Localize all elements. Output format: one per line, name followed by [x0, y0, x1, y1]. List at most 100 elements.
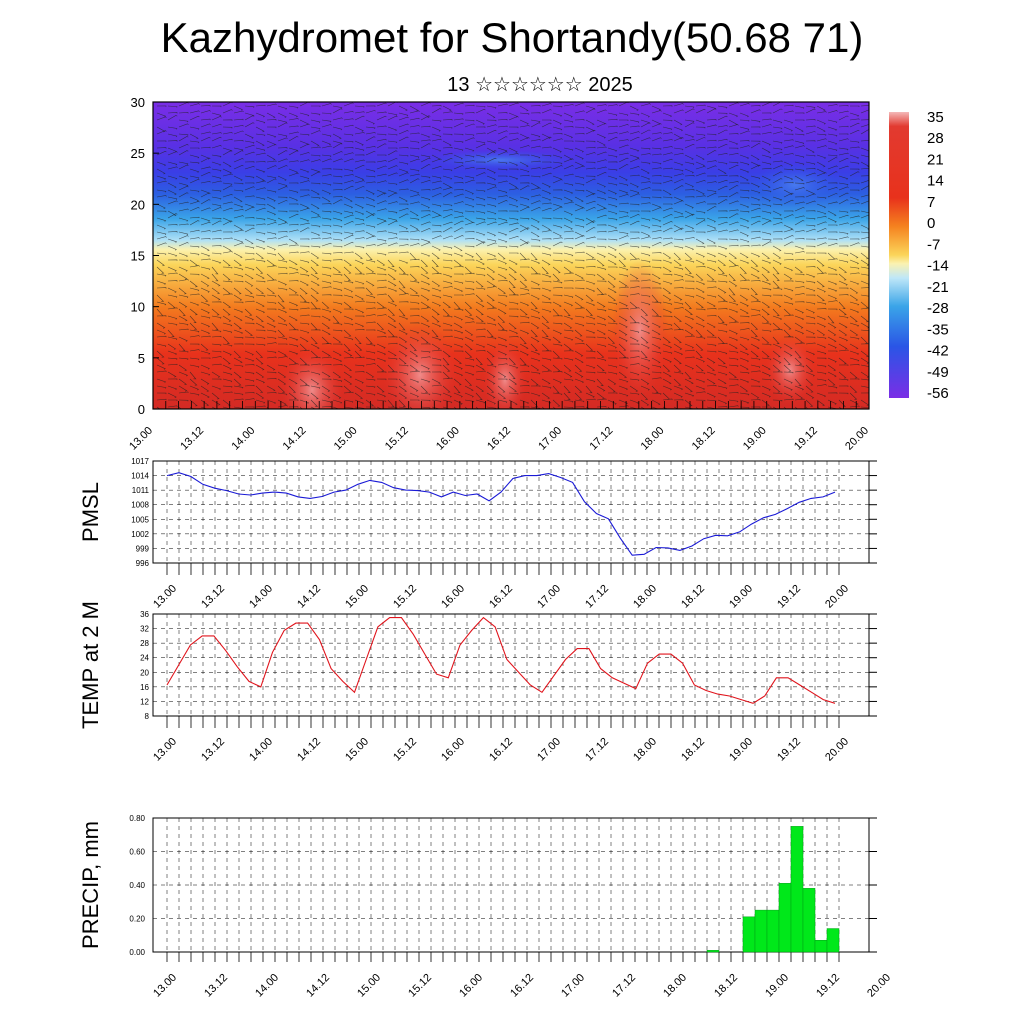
wind-barb: [266, 329, 277, 333]
wind-barb: [453, 245, 463, 252]
wind-barb: [409, 105, 419, 112]
wind-barb: [596, 245, 607, 249]
wind-barb: [816, 280, 825, 288]
wind-barb: [618, 364, 629, 369]
x-tick-label: 14.12: [295, 583, 323, 611]
wind-barb: [860, 210, 869, 214]
wind-barb: [266, 231, 277, 236]
wind-barb: [464, 112, 475, 114]
wind-barb: [519, 105, 529, 112]
wind-barb: [321, 350, 331, 357]
wind-barb: [486, 217, 497, 221]
wind-barb: [607, 329, 617, 335]
x-tick-label: 19.12: [814, 972, 842, 1000]
wind-barb: [222, 161, 232, 168]
wind-barb: [750, 133, 761, 135]
wind-barb: [299, 399, 310, 404]
wind-barb: [167, 189, 177, 195]
wind-barb: [728, 378, 739, 381]
wind-barb: [651, 174, 662, 177]
wind-barb: [354, 300, 365, 303]
wind-barb: [266, 308, 277, 311]
wind-barb: [189, 349, 200, 352]
wind-barb: [420, 329, 430, 335]
wind-barb: [794, 105, 805, 109]
wind-barb: [266, 301, 277, 305]
wind-barb: [640, 181, 651, 184]
wind-barb: [838, 308, 847, 316]
wind-barb: [552, 343, 563, 347]
wind-barb: [189, 220, 200, 226]
wind-barb: [365, 136, 376, 142]
y-tick-label: 1008: [131, 501, 149, 510]
wind-barb: [475, 385, 485, 392]
wind-barb: [651, 189, 662, 192]
wind-barb: [596, 301, 606, 308]
wind-barb: [156, 189, 167, 193]
wind-barb: [222, 322, 233, 327]
wind-barb: [420, 175, 431, 179]
wind-barb: [277, 322, 288, 327]
wind-barb: [596, 392, 605, 400]
wind-barb: [244, 273, 254, 280]
wind-barb: [607, 154, 618, 158]
wind-barb: [662, 175, 673, 179]
wind-barb: [519, 308, 528, 316]
wind-barb: [189, 252, 200, 256]
wind-barb: [475, 266, 486, 270]
wind-barb: [189, 293, 200, 296]
wind-barb: [684, 356, 695, 359]
wind-barb: [860, 245, 869, 248]
wind-barb: [255, 161, 266, 163]
wind-barb: [497, 273, 507, 280]
wind-barb: [794, 322, 804, 329]
y-tick-label: 1002: [131, 530, 149, 539]
wind-barb: [783, 145, 794, 149]
wind-barb: [442, 266, 453, 270]
wind-barb: [552, 252, 563, 255]
wind-barb: [233, 130, 244, 135]
wind-barb: [431, 308, 440, 316]
wind-barb: [464, 175, 475, 179]
wind-barb: [343, 185, 354, 191]
wind-barb: [574, 307, 585, 310]
wind-barb: [849, 221, 860, 226]
wind-barb: [244, 115, 255, 121]
wind-barb: [563, 217, 573, 223]
wind-barb: [695, 350, 703, 358]
wind-barb: [288, 301, 299, 307]
wind-barb: [189, 115, 200, 121]
wind-barb: [728, 238, 739, 241]
wind-barb: [673, 152, 684, 156]
wind-barb: [695, 364, 704, 372]
wind-barb: [310, 203, 320, 210]
wind-barb: [805, 315, 816, 320]
wind-barb: [563, 147, 574, 151]
wind-barb: [640, 308, 649, 316]
wind-barb: [244, 266, 255, 271]
wind-barb: [838, 186, 849, 191]
wind-barb: [728, 364, 739, 367]
wind-barb: [409, 243, 420, 247]
wind-barb: [255, 245, 266, 250]
wind-barb: [750, 154, 760, 161]
wind-barb: [178, 119, 189, 123]
wind-barb: [508, 336, 519, 338]
wind-barb: [838, 280, 848, 286]
wind-barb: [519, 293, 530, 296]
wind-barb: [805, 224, 816, 227]
wind-barb: [684, 273, 695, 279]
wind-barb: [453, 343, 464, 348]
wind-barb: [519, 364, 530, 368]
wind-barb: [420, 280, 431, 286]
wind-barb: [244, 329, 253, 337]
wind-barb: [233, 229, 244, 233]
wind-barb: [409, 322, 420, 324]
wind-barb: [850, 105, 860, 107]
wind-barb: [332, 105, 343, 109]
wind-barb: [167, 322, 178, 326]
wind-barb: [354, 364, 365, 367]
wind-barb: [178, 123, 189, 128]
wind-barb: [343, 322, 354, 326]
wind-barb: [222, 406, 233, 409]
